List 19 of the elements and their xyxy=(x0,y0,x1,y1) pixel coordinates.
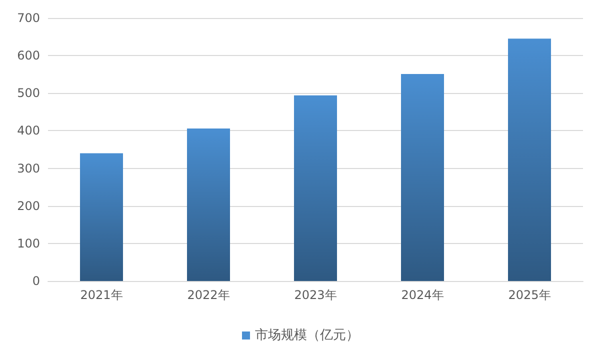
x-tick-label: 2023年 xyxy=(294,288,337,302)
bar xyxy=(508,38,551,281)
bar xyxy=(294,95,337,281)
x-tick-label: 2021年 xyxy=(80,288,123,302)
y-tick-label: 400 xyxy=(17,124,40,138)
y-tick-label: 100 xyxy=(17,236,40,250)
x-tick-label: 2025年 xyxy=(508,288,551,302)
bar xyxy=(187,128,230,281)
y-tick-label: 200 xyxy=(17,198,40,213)
x-tick-label: 2024年 xyxy=(401,288,444,302)
x-tick-label: 2022年 xyxy=(187,288,230,302)
y-tick-label: 0 xyxy=(32,274,40,288)
y-tick-label: 500 xyxy=(17,86,40,100)
y-tick-label: 700 xyxy=(17,11,40,25)
y-tick-label: 600 xyxy=(17,48,40,63)
bar xyxy=(401,74,444,281)
y-tick-label: 300 xyxy=(17,161,40,176)
legend-label: 市场规模（亿元） xyxy=(255,328,359,343)
bar xyxy=(80,153,123,281)
